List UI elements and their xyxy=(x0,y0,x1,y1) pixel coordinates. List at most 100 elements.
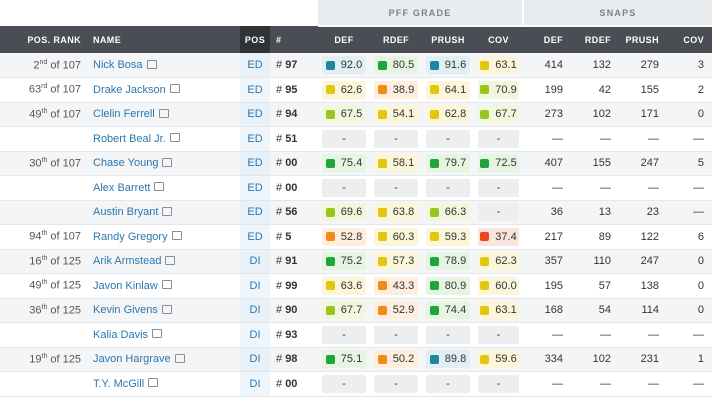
player-name-link[interactable]: Arik Armstead xyxy=(93,255,162,268)
table-row[interactable]: Kalia Davis DI # 93- - - - — — — — xyxy=(0,322,712,348)
def-snaps-cell: 357 xyxy=(523,249,571,274)
table-row[interactable]: 49th of 125 Javon Kinlaw DI # 99 63.6 43.3 80.… xyxy=(0,273,712,299)
jersey-number: 56 xyxy=(285,206,298,219)
table-row[interactable]: 94th of 107 Randy Gregory ED # 5 52.8 60.3 59.… xyxy=(0,224,712,250)
player-name-cell[interactable]: Arik Armstead xyxy=(87,249,240,274)
player-name-link[interactable]: Robert Beal Jr. xyxy=(93,132,166,145)
player-name-cell[interactable]: Nick Bosa xyxy=(87,53,240,78)
table-row[interactable]: 36th of 125 Kevin Givens DI # 90 67.7 52.9 74.… xyxy=(0,298,712,323)
grade-color-square-icon xyxy=(325,305,335,315)
compare-icon[interactable] xyxy=(171,231,182,241)
col-header-pos[interactable]: POS xyxy=(240,26,270,53)
player-name-cell[interactable]: Javon Hargrave xyxy=(87,347,240,372)
player-name-link[interactable]: Kalia Davis xyxy=(93,328,149,341)
position-cell: ED xyxy=(240,175,270,201)
grade-badge: - xyxy=(478,203,519,222)
compare-icon[interactable] xyxy=(158,108,169,118)
def-snaps-cell: 273 xyxy=(523,102,571,127)
col-header-def-grade[interactable]: DEF xyxy=(318,26,370,53)
col-header-cov-snaps[interactable]: COV xyxy=(667,26,712,53)
grade-value: 59.3 xyxy=(444,230,467,243)
player-name-cell[interactable]: Chase Young xyxy=(87,151,240,176)
table-row[interactable]: 49th of 107 Clelin Ferrell ED # 94 67.5 54.1 6… xyxy=(0,102,712,127)
table-row[interactable]: Alex Barrett ED # 00- - - - — — — — xyxy=(0,175,712,201)
grade-value: 66.3 xyxy=(444,206,467,219)
jersey-number: 00 xyxy=(285,157,298,170)
compare-icon[interactable] xyxy=(148,378,159,388)
compare-icon[interactable] xyxy=(154,182,165,192)
rdef-snaps-cell: 13 xyxy=(571,200,619,225)
table-row[interactable]: Austin Bryant ED # 56 69.6 63.8 66.3 - 36 13 23— xyxy=(0,200,712,225)
player-name-link[interactable]: Kevin Givens xyxy=(93,304,158,317)
player-name-link[interactable]: Drake Jackson xyxy=(93,83,166,96)
compare-icon[interactable] xyxy=(161,304,172,314)
player-name-link[interactable]: Austin Bryant xyxy=(93,206,159,219)
position-cell: ED xyxy=(240,200,270,225)
rank-suffix: th xyxy=(41,254,48,262)
compare-icon[interactable] xyxy=(162,157,173,167)
player-name-cell[interactable]: Austin Bryant xyxy=(87,200,240,225)
jersey-number: 94 xyxy=(285,108,298,121)
table-row[interactable]: Robert Beal Jr. ED # 51- - - - — — — — xyxy=(0,126,712,152)
cov-snaps-cell: 0 xyxy=(667,249,712,274)
player-name-link[interactable]: Nick Bosa xyxy=(93,59,143,71)
player-name-cell[interactable]: Robert Beal Jr. xyxy=(87,126,240,152)
grade-color-square-icon xyxy=(480,60,490,70)
player-name-link[interactable]: Chase Young xyxy=(93,157,159,170)
player-name-cell[interactable]: Kevin Givens xyxy=(87,298,240,323)
compare-icon[interactable] xyxy=(152,329,163,339)
rank-suffix: th xyxy=(41,107,48,115)
prush-snaps-cell: 155 xyxy=(619,77,667,103)
col-header-number[interactable]: # xyxy=(270,26,318,53)
player-name-link[interactable]: Javon Hargrave xyxy=(93,353,171,366)
grade-badge: 59.6 xyxy=(478,350,519,369)
player-name-cell[interactable]: Javon Kinlaw xyxy=(87,273,240,299)
compare-icon[interactable] xyxy=(165,255,176,265)
player-name-cell[interactable]: Randy Gregory xyxy=(87,224,240,250)
table-row[interactable]: T.Y. McGill DI # 00- - - - — — — — xyxy=(0,371,712,397)
compare-icon[interactable] xyxy=(162,206,173,216)
player-name-cell[interactable]: Kalia Davis xyxy=(87,322,240,348)
compare-icon[interactable] xyxy=(146,59,157,69)
rdef-grade-cell: - xyxy=(370,371,422,397)
table-row[interactable]: 19th of 125 Javon Hargrave DI # 98 75.1 50.2 8… xyxy=(0,347,712,372)
col-header-prush-snaps[interactable]: PRUSH xyxy=(619,26,667,53)
player-name-cell[interactable]: Clelin Ferrell xyxy=(87,102,240,127)
grade-badge: 37.4 xyxy=(478,227,519,246)
player-name-link[interactable]: Clelin Ferrell xyxy=(93,108,155,121)
compare-icon[interactable] xyxy=(169,84,180,94)
col-header-name[interactable]: NAME xyxy=(87,26,240,53)
prush-grade-cell: 64.1 xyxy=(422,77,474,103)
col-header-def-snaps[interactable]: DEF xyxy=(523,26,571,53)
grade-badge: 62.3 xyxy=(478,252,519,271)
rdef-grade-cell: - xyxy=(370,126,422,152)
col-header-pos-rank[interactable]: POS. RANK xyxy=(0,26,87,53)
pos-rank-cell: 30th of 107 xyxy=(0,151,87,176)
col-header-rdef-grade[interactable]: RDEF xyxy=(370,26,422,53)
def-grade-cell: 52.8 xyxy=(318,224,370,250)
player-name-cell[interactable]: T.Y. McGill xyxy=(87,371,240,397)
compare-icon[interactable] xyxy=(169,133,180,143)
compare-icon[interactable] xyxy=(161,280,172,290)
table-row[interactable]: 16th of 125 Arik Armstead DI # 91 75.2 57.3 78… xyxy=(0,249,712,274)
player-name-cell[interactable]: Drake Jackson xyxy=(87,77,240,103)
player-name-cell[interactable]: Alex Barrett xyxy=(87,175,240,201)
col-header-prush-grade[interactable]: PRUSH xyxy=(422,26,474,53)
table-row[interactable]: 30th of 107 Chase Young ED # 00 75.4 58.1 79.7… xyxy=(0,151,712,176)
player-name-link[interactable]: Alex Barrett xyxy=(93,181,151,194)
def-snaps-cell: 36 xyxy=(523,200,571,225)
rdef-snaps-cell: 102 xyxy=(571,102,619,127)
table-row[interactable]: 2nd of 107 Nick Bosa ED # 97 92.0 80.5 91.6 63.… xyxy=(0,53,712,78)
grade-color-square-icon xyxy=(480,256,490,266)
jersey-number-cell: # 94 xyxy=(270,102,318,127)
table-row[interactable]: 63rd of 107 Drake Jackson ED # 95 62.6 38.9 64… xyxy=(0,77,712,103)
grade-color-square-icon xyxy=(377,158,387,168)
player-name-link[interactable]: T.Y. McGill xyxy=(93,377,145,390)
col-header-rdef-snaps[interactable]: RDEF xyxy=(571,26,619,53)
grade-badge: 52.8 xyxy=(322,227,366,246)
player-name-link[interactable]: Javon Kinlaw xyxy=(93,279,158,292)
compare-icon[interactable] xyxy=(174,353,185,363)
player-name-link[interactable]: Randy Gregory xyxy=(93,230,168,243)
col-header-cov-grade[interactable]: COV xyxy=(474,26,523,53)
grade-badge: 63.6 xyxy=(322,276,366,295)
